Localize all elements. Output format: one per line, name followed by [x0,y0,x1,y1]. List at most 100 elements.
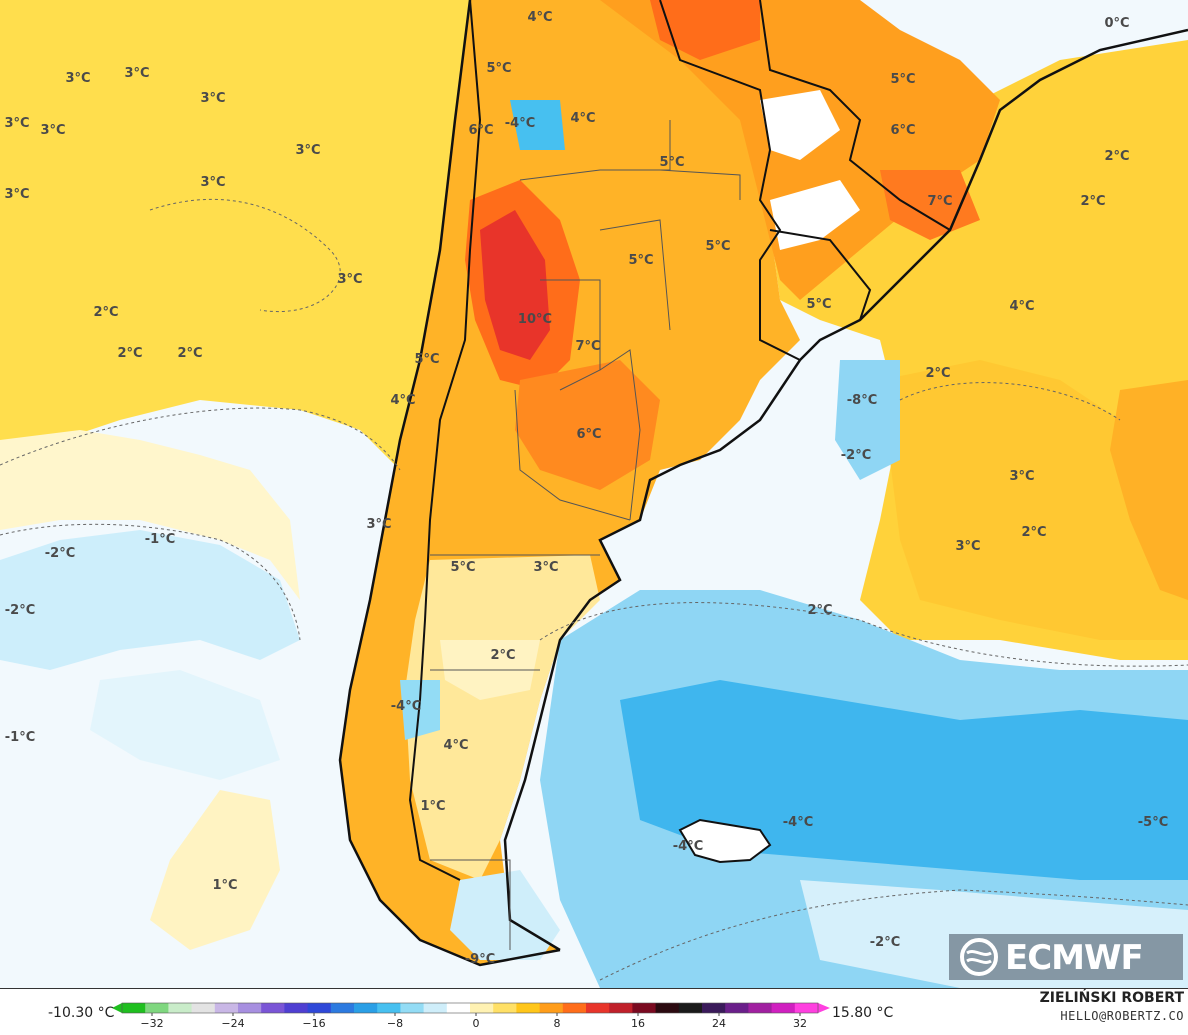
temp-label: 5°C [806,297,831,312]
pacific-coastline [338,0,561,967]
atlantic-cold-core [620,680,1188,880]
temperature-map[interactable]: 4°C 0°C 5°C 5°C 3°C 3°C 3°C 3°C 3°C 6°C … [0,0,1188,989]
colorbar-tick-label: −32 [140,1017,163,1029]
colorbar-swatch [307,1003,332,1013]
temp-label: 1°C [420,799,445,814]
legend-footer: -10.30 °C −32 −24 −16 −8 0 8 16 24 32 15.80 °C Z… [0,989,1188,1035]
temp-label: 3°C [124,66,149,81]
temp-label: -2°C [870,935,900,950]
ecmwf-logo-text: ECMWF [1005,938,1144,978]
temp-label: 2°C [925,366,950,381]
pacific-neutral-zone [0,430,300,600]
colorbar-swatch [446,1003,471,1013]
colorbar-max-arrow [818,1003,830,1013]
pacific-warm-zone [0,0,470,470]
temp-label: 3°C [40,123,65,138]
temp-label: 4°C [527,10,552,25]
colorbar-swatch [702,1003,726,1013]
pacific-cold-lobe-2 [90,670,280,780]
temp-label: 2°C [117,346,142,361]
temp-label: -2°C [841,448,871,463]
national-borders [408,0,951,881]
temp-label: -4°C [505,116,535,131]
colorbar-swatch [168,1003,193,1013]
temp-label: 6°C [890,123,915,138]
colorbar-swatch [191,1003,216,1013]
colorbar-swatch [748,1003,773,1013]
colorbar-swatch [725,1003,749,1013]
falkland-islands [678,818,772,864]
atlantic-warm-core [880,360,1188,640]
color-scale-bar: −32 −24 −16 −8 0 8 16 24 32 [112,1002,830,1029]
colorbar-swatch [655,1003,680,1013]
temp-label: 3°C [65,71,90,86]
pampas-warm-zone [515,360,660,490]
colorbar-swatch [771,1003,796,1013]
temp-label: 7°C [575,339,600,354]
temp-label: -4°C [673,839,703,854]
temp-label: 1°C [212,878,237,893]
temp-label: 2°C [1021,525,1046,540]
temp-label: -8°C [847,393,877,408]
temp-label: 6°C [576,427,601,442]
pacific-cold-lobe [0,530,300,670]
temp-label: 7°C [927,194,952,209]
colorbar-swatch [632,1003,657,1013]
colorbar-outline [121,1002,819,1014]
temp-label: -9°C [465,952,495,967]
temp-label: 3°C [200,91,225,106]
map-canvas: 4°C 0°C 5°C 5°C 3°C 3°C 3°C 3°C 3°C 6°C … [0,0,1188,988]
north-red-patch [650,0,760,60]
colorbar-min-arrow [112,1003,122,1013]
ecmwf-swirl-icon [960,938,998,976]
temp-label: -5°C [1138,815,1168,830]
temperature-labels: 4°C 0°C 5°C 5°C 3°C 3°C 3°C 3°C 3°C 6°C … [4,10,1168,967]
temp-label: 3°C [955,539,980,554]
patagonia-mild-zone [405,555,600,880]
credit-name: ZIELIŃSKI ROBERT [1039,990,1184,1006]
colorbar-swatch [214,1003,239,1013]
colorbar-swatch [284,1003,309,1013]
colorbar-swatch [609,1003,633,1013]
colorbar-swatch [470,1003,494,1013]
colorbar-swatch [586,1003,610,1013]
andes-north-cold [510,100,565,150]
central-hot-core [480,210,550,360]
credit-email: HELLO@ROBERTZ.CO [1060,1009,1184,1023]
temp-label: -1°C [145,532,175,547]
temp-label: 3°C [337,272,362,287]
colorbar-swatch [238,1003,262,1013]
temp-label: 10°C [518,312,552,327]
offshore-cold-patch [835,360,900,480]
colorbar-swatch [493,1003,517,1013]
colorbar-swatch [562,1003,587,1013]
atlantic-coastline [503,28,1188,952]
temp-label: 5°C [628,253,653,268]
legend-min-label: -10.30 °C [48,1005,115,1021]
colorbar-swatch [794,1003,819,1013]
temp-label: -2°C [45,546,75,561]
temp-label: 4°C [390,393,415,408]
temp-label: 5°C [659,155,684,170]
temp-label: 5°C [414,352,439,367]
colorbar-swatch [400,1003,425,1013]
paraguay-neutral [760,90,840,160]
temp-label: 2°C [490,648,515,663]
colorbar-swatch [122,1003,146,1013]
temp-label: 2°C [177,346,202,361]
temp-label: 3°C [1009,469,1034,484]
temp-label: 3°C [4,187,29,202]
temp-label: -4°C [783,815,813,830]
temp-label: 2°C [1104,149,1129,164]
temp-label: 2°C [1080,194,1105,209]
uruguay-neutral [770,180,860,250]
colorbar-tick-label: 8 [554,1017,561,1029]
ecmwf-logo: ECMWF [949,934,1183,980]
temp-label: 4°C [1009,299,1034,314]
temp-label: 5°C [705,239,730,254]
colorbar-swatch [423,1003,448,1013]
temp-label: 2°C [807,603,832,618]
temp-label: 6°C [468,123,493,138]
temp-label: 3°C [366,517,391,532]
tierra-del-fuego-cold [450,870,560,960]
